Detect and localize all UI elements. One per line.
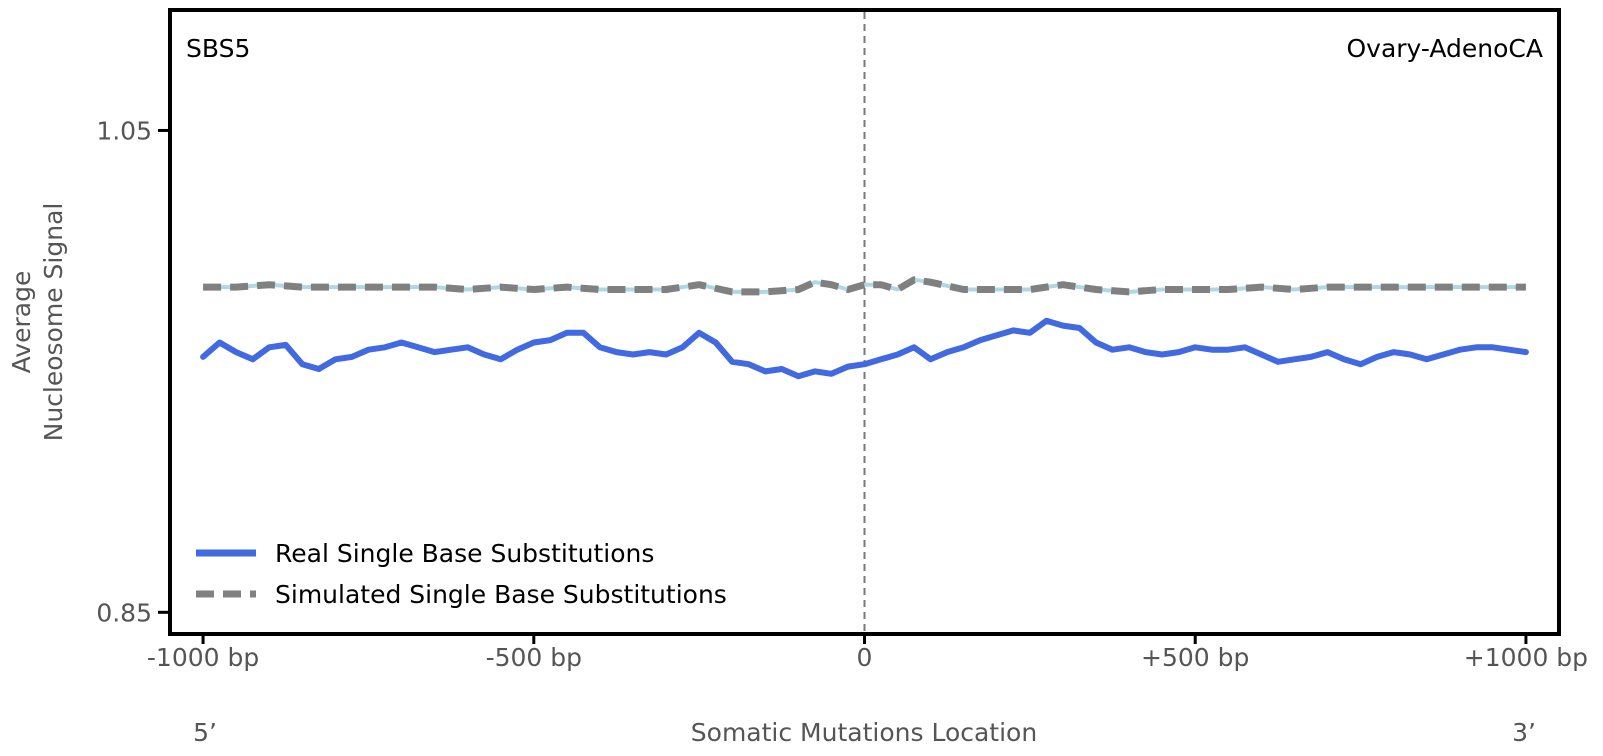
series-real-line [200,317,1529,380]
x-tick-label: +500 bp [1141,643,1249,672]
legend-label-real: Real Single Base Substitutions [275,539,654,568]
series-simulated-line [203,276,1526,296]
y-axis-ticks: 1.05 0.85 [96,116,170,627]
strand-left-label: 5’ [193,718,217,747]
legend-label-simulated: Simulated Single Base Substitutions [275,580,727,609]
x-tick-label: -1000 bp [147,643,259,672]
x-tick-label: +1000 bp [1464,643,1588,672]
legend: Real Single Base Substitutions Simulated… [196,539,727,609]
signature-label: SBS5 [186,34,250,63]
y-axis-title-line2: Nucleosome Signal [39,203,68,442]
y-tick-label: 0.85 [96,598,152,627]
y-axis-title-line1: Average [7,271,36,374]
x-axis-ticks: -1000 bp -500 bp 0 +500 bp +1000 bp [147,634,1588,672]
x-tick-label: 0 [857,643,873,672]
series-layer [200,276,1529,380]
cancer-type-label: Ovary-AdenoCA [1346,34,1543,63]
y-tick-label: 1.05 [96,116,152,145]
x-tick-label: -500 bp [486,643,582,672]
strand-right-label: 3’ [1512,718,1536,747]
x-axis-title: Somatic Mutations Location [691,718,1037,747]
